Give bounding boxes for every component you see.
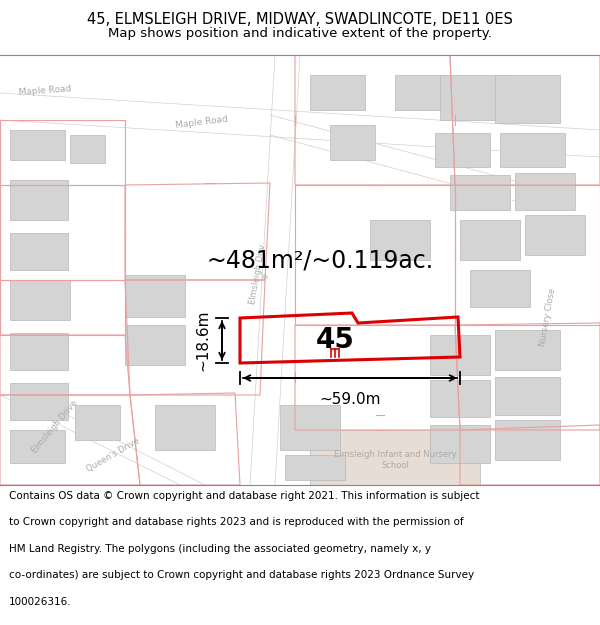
Polygon shape (70, 135, 105, 163)
Polygon shape (225, 55, 300, 485)
Polygon shape (495, 420, 560, 460)
Polygon shape (125, 275, 185, 317)
Polygon shape (125, 325, 185, 365)
Text: ~481m²/~0.119ac.: ~481m²/~0.119ac. (206, 248, 434, 272)
Text: ~18.6m: ~18.6m (195, 310, 210, 371)
Text: Contains OS data © Crown copyright and database right 2021. This information is : Contains OS data © Crown copyright and d… (9, 491, 479, 501)
Polygon shape (450, 175, 510, 210)
Text: Maple Road: Maple Road (175, 114, 229, 130)
Polygon shape (310, 75, 365, 110)
Text: Map shows position and indicative extent of the property.: Map shows position and indicative extent… (108, 27, 492, 39)
Polygon shape (495, 377, 560, 415)
Polygon shape (435, 133, 490, 167)
Polygon shape (495, 75, 560, 123)
Polygon shape (495, 330, 560, 370)
Polygon shape (540, 295, 600, 338)
Polygon shape (515, 173, 575, 210)
Polygon shape (0, 395, 205, 485)
Text: ~59.0m: ~59.0m (319, 392, 381, 407)
Polygon shape (460, 220, 520, 260)
Polygon shape (10, 180, 68, 220)
Text: 45: 45 (316, 326, 355, 354)
Polygon shape (500, 133, 565, 167)
Text: co-ordinates) are subject to Crown copyright and database rights 2023 Ordnance S: co-ordinates) are subject to Crown copyr… (9, 571, 474, 581)
Text: 45, ELMSLEIGH DRIVE, MIDWAY, SWADLINCOTE, DE11 0ES: 45, ELMSLEIGH DRIVE, MIDWAY, SWADLINCOTE… (87, 12, 513, 27)
Polygon shape (280, 405, 340, 450)
Polygon shape (285, 455, 345, 480)
Polygon shape (370, 220, 430, 260)
Polygon shape (270, 115, 530, 205)
Text: Elmsleigh Infant and Nursery
School: Elmsleigh Infant and Nursery School (334, 449, 457, 471)
Text: to Crown copyright and database rights 2023 and is reproduced with the permissio: to Crown copyright and database rights 2… (9, 518, 464, 528)
Text: Elmsleigh Driv
e: Elmsleigh Driv e (248, 244, 275, 306)
Polygon shape (10, 333, 68, 370)
Text: Maple Road: Maple Road (18, 84, 71, 97)
Polygon shape (395, 75, 445, 110)
Polygon shape (10, 233, 68, 270)
Polygon shape (10, 130, 65, 160)
Polygon shape (525, 215, 585, 255)
Text: HM Land Registry. The polygons (including the associated geometry, namely x, y: HM Land Registry. The polygons (includin… (9, 544, 431, 554)
Polygon shape (10, 430, 65, 463)
Polygon shape (470, 270, 530, 307)
Polygon shape (440, 75, 510, 120)
Polygon shape (10, 280, 70, 320)
Polygon shape (0, 93, 600, 157)
Polygon shape (310, 430, 480, 485)
Polygon shape (155, 405, 215, 450)
Text: 100026316.: 100026316. (9, 597, 71, 607)
Polygon shape (10, 383, 68, 420)
Text: Queen's Drive: Queen's Drive (85, 436, 141, 474)
Text: Elmsleigh Drive: Elmsleigh Drive (30, 399, 79, 455)
Polygon shape (430, 425, 490, 463)
Polygon shape (430, 380, 490, 417)
Text: Nursery Close: Nursery Close (538, 287, 557, 347)
Polygon shape (430, 335, 490, 375)
Polygon shape (75, 405, 120, 440)
Polygon shape (330, 125, 375, 160)
